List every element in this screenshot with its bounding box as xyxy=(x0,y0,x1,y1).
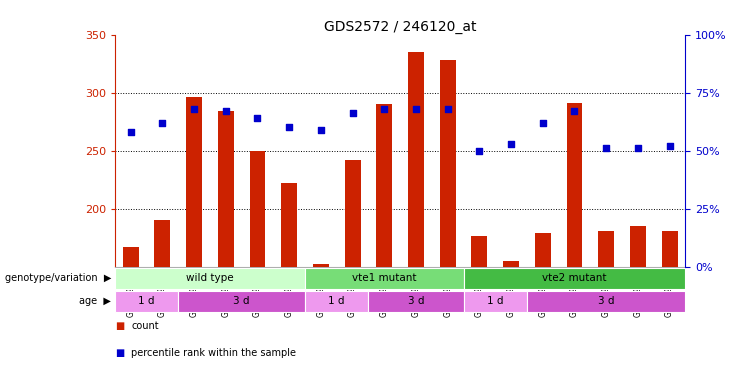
Bar xyxy=(408,52,424,266)
Point xyxy=(347,110,359,116)
Text: 3 d: 3 d xyxy=(598,296,614,306)
Bar xyxy=(567,103,582,266)
Point xyxy=(315,127,327,133)
Point xyxy=(505,141,517,147)
Bar xyxy=(598,231,614,266)
Bar xyxy=(503,261,519,266)
Text: count: count xyxy=(131,321,159,331)
Bar xyxy=(527,291,685,312)
Text: 1 d: 1 d xyxy=(328,296,345,306)
Bar xyxy=(115,268,305,289)
Text: 1 d: 1 d xyxy=(487,296,503,306)
Bar xyxy=(345,160,361,266)
Point xyxy=(536,120,548,126)
Point xyxy=(379,106,391,112)
Text: 3 d: 3 d xyxy=(408,296,425,306)
Point xyxy=(410,106,422,112)
Text: percentile rank within the sample: percentile rank within the sample xyxy=(131,348,296,358)
Bar xyxy=(464,268,685,289)
Bar xyxy=(115,291,179,312)
Bar xyxy=(154,220,170,266)
Bar xyxy=(630,226,646,266)
Title: GDS2572 / 246120_at: GDS2572 / 246120_at xyxy=(324,20,476,33)
Point xyxy=(220,108,232,114)
Bar xyxy=(282,183,297,266)
Bar xyxy=(464,291,527,312)
Point xyxy=(664,143,676,149)
Point xyxy=(632,145,644,151)
Point xyxy=(188,106,200,112)
Bar xyxy=(535,233,551,266)
Bar xyxy=(376,104,392,266)
Point xyxy=(473,147,485,154)
Bar xyxy=(313,264,329,266)
Bar xyxy=(250,151,265,266)
Bar xyxy=(368,291,464,312)
Bar xyxy=(179,291,305,312)
Text: vte2 mutant: vte2 mutant xyxy=(542,273,607,283)
Point xyxy=(124,129,136,135)
Text: genotype/variation  ▶: genotype/variation ▶ xyxy=(4,273,111,283)
Text: wild type: wild type xyxy=(186,273,233,283)
Point xyxy=(600,145,612,151)
Bar xyxy=(662,231,677,266)
Text: 3 d: 3 d xyxy=(233,296,250,306)
Bar xyxy=(186,97,202,266)
Bar xyxy=(471,237,488,266)
Point xyxy=(442,106,453,112)
Bar xyxy=(305,268,464,289)
Bar xyxy=(218,111,233,266)
Text: ■: ■ xyxy=(115,348,124,358)
Bar xyxy=(439,60,456,266)
Text: ■: ■ xyxy=(115,321,124,331)
Point xyxy=(283,124,295,131)
Text: age  ▶: age ▶ xyxy=(79,296,111,306)
Bar xyxy=(123,247,139,266)
Bar xyxy=(305,291,368,312)
Text: 1 d: 1 d xyxy=(139,296,155,306)
Point xyxy=(251,115,264,121)
Text: vte1 mutant: vte1 mutant xyxy=(352,273,416,283)
Point xyxy=(568,108,580,114)
Point xyxy=(156,120,168,126)
